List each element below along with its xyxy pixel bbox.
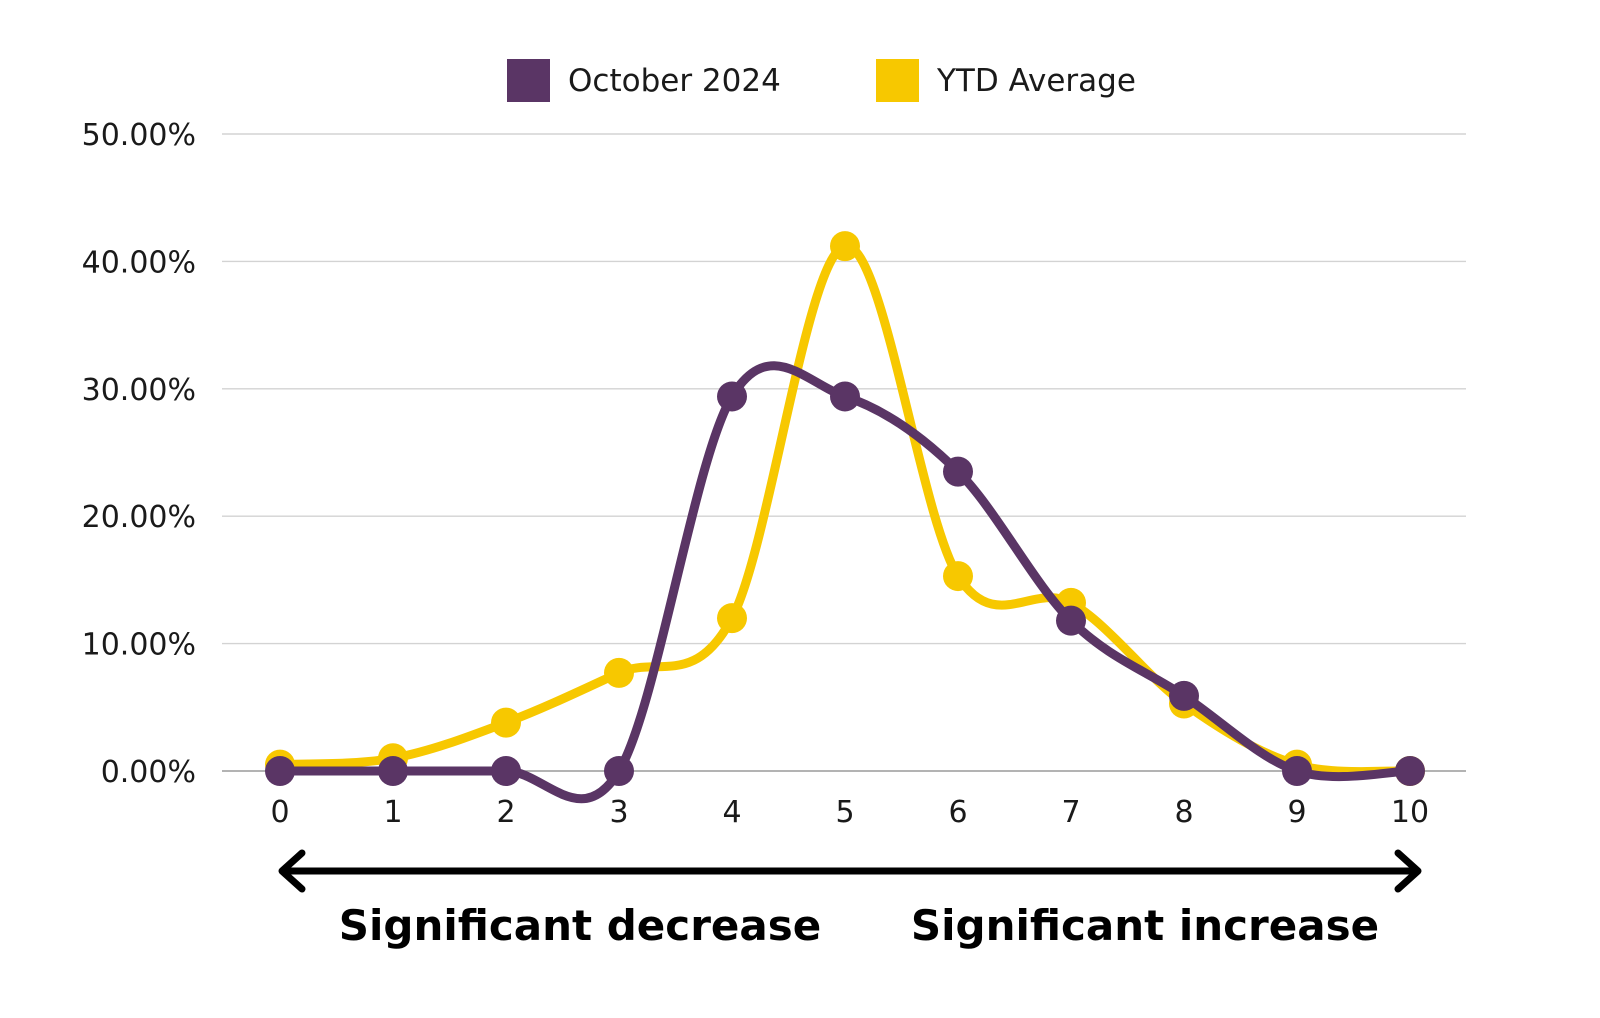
legend: October 2024 YTD Average (507, 59, 1136, 102)
data-point-october-2024-6 (943, 456, 973, 487)
data-point-october-2024-0 (265, 756, 295, 786)
series-line-ytd-average (275, 241, 1415, 777)
data-point-october-2024-1 (378, 756, 408, 786)
data-point-october-2024-7 (1056, 605, 1086, 636)
x-tick-label: 10 (1391, 795, 1429, 830)
data-point-ytd-average-6 (943, 561, 973, 592)
data-point-ytd-average-2 (491, 707, 521, 738)
data-point-october-2024-9 (1282, 756, 1312, 786)
grid-lines (222, 133, 1466, 772)
x-tick-label: 7 (1061, 795, 1080, 830)
data-point-october-2024-4 (717, 381, 747, 412)
series-layer (265, 231, 1425, 804)
annotation-significant-decrease: Significant decrease (339, 901, 821, 950)
data-point-october-2024-3 (604, 756, 634, 786)
data-point-october-2024-8 (1169, 680, 1199, 711)
y-tick-label: 0.00% (101, 755, 196, 790)
data-point-ytd-average-3 (604, 657, 634, 688)
data-point-ytd-average-4 (717, 603, 747, 634)
x-tick-label: 3 (609, 795, 628, 830)
annotation-significant-increase: Significant increase (911, 901, 1379, 950)
data-point-ytd-average-5 (830, 231, 860, 262)
y-tick-label: 30.00% (82, 373, 196, 408)
x-tick-label: 9 (1287, 795, 1306, 830)
x-axis-ticks: 0 1 2 3 4 5 6 7 8 9 10 (270, 795, 1429, 830)
legend-label-ytd-average: YTD Average (936, 63, 1136, 99)
x-tick-label: 4 (722, 795, 741, 830)
legend-swatch-ytd-average (876, 59, 919, 102)
series-ytd-average (265, 231, 1425, 786)
y-tick-label: 10.00% (82, 628, 196, 663)
direction-arrow (278, 849, 1422, 893)
data-point-october-2024-2 (491, 756, 521, 786)
x-tick-label: 1 (383, 795, 402, 830)
arrow-head-left (278, 849, 306, 893)
x-tick-label: 5 (835, 795, 854, 830)
x-tick-label: 2 (496, 795, 515, 830)
series-october-2024 (265, 361, 1425, 804)
x-tick-label: 6 (948, 795, 967, 830)
y-tick-label: 40.00% (82, 245, 196, 280)
y-tick-label: 50.00% (82, 118, 196, 153)
series-line-october-2024 (275, 361, 1415, 804)
legend-label-october-2024: October 2024 (568, 63, 781, 99)
y-tick-label: 20.00% (82, 500, 196, 535)
legend-swatch-october-2024 (507, 59, 550, 102)
data-point-october-2024-10 (1395, 756, 1425, 786)
x-tick-label: 8 (1174, 795, 1193, 830)
x-tick-label: 0 (270, 795, 289, 830)
arrow-head-right (1394, 849, 1422, 893)
data-point-october-2024-5 (830, 381, 860, 412)
y-axis-ticks: 0.00% 10.00% 20.00% 30.00% 40.00% 50.00% (82, 118, 196, 790)
